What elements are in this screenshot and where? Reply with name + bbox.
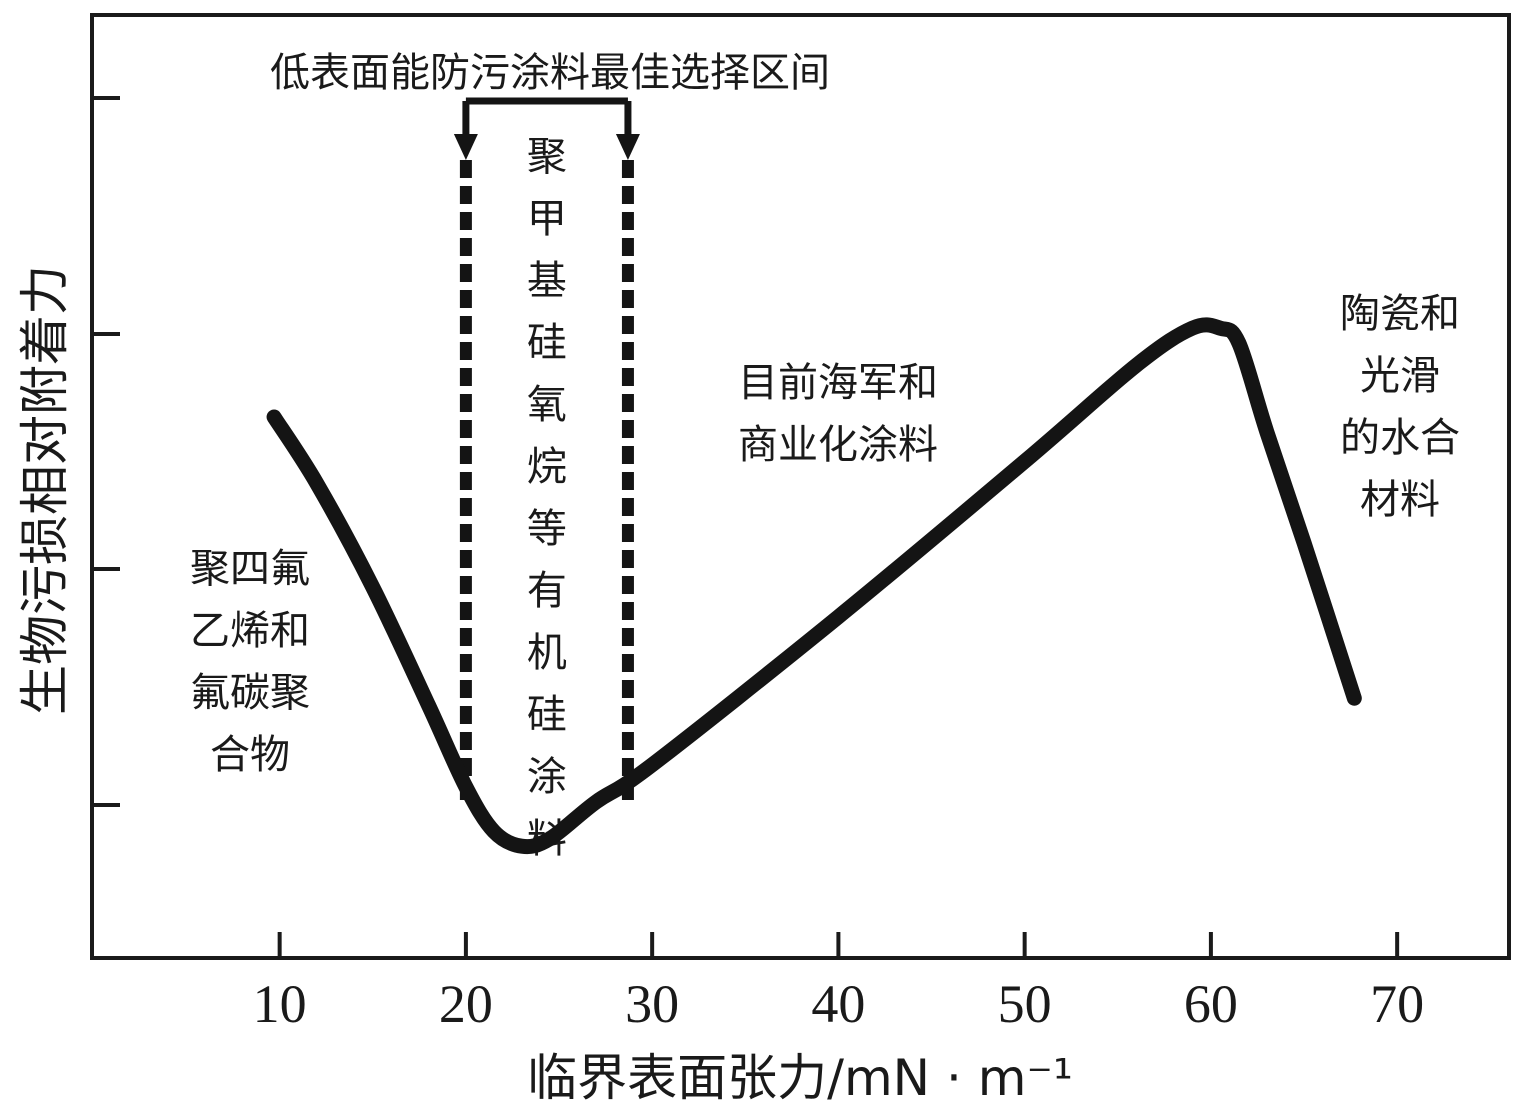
range-inner-char: 硅 <box>527 692 567 738</box>
range-inner-char: 氧 <box>527 382 567 428</box>
range-inner-char: 等 <box>527 506 567 552</box>
range-inner-char: 硅 <box>527 320 567 366</box>
annotation-line: 商业化涂料 <box>738 422 938 468</box>
annotation-line: 的水合 <box>1340 415 1460 461</box>
optimal-range-label: 低表面能防污涂料最佳选择区间 <box>270 50 830 96</box>
range-inner-char: 烷 <box>527 444 567 490</box>
range-inner-char: 基 <box>527 258 567 304</box>
range-inner-char: 机 <box>527 630 567 676</box>
y-axis-ticks <box>92 96 120 807</box>
x-tick-label: 40 <box>811 974 865 1034</box>
x-tick-label: 20 <box>439 974 493 1034</box>
y-axis-label: 生物污损相对附着力 <box>16 265 74 715</box>
x-tick-label: 10 <box>253 974 307 1034</box>
range-arrow-left <box>453 134 478 160</box>
range-inner-char: 涂 <box>527 754 567 800</box>
range-inner-char: 有 <box>527 568 567 614</box>
x-tick-label: 30 <box>625 974 679 1034</box>
annotation-line: 乙烯和 <box>190 608 310 654</box>
adhesion-curve <box>266 317 1362 855</box>
range-arrow-right <box>615 134 640 160</box>
range-inner-char: 聚 <box>527 134 567 180</box>
range-inner-char: 甲 <box>527 196 567 242</box>
x-axis-ticks: 10 20 30 40 50 60 70 <box>253 932 1424 1034</box>
annotation-line: 氟碳聚 <box>190 670 310 716</box>
x-tick-label: 50 <box>998 974 1052 1034</box>
annotation-line: 目前海军和 <box>738 360 938 406</box>
plot-frame <box>90 13 1511 960</box>
annotation-line: 光滑 <box>1360 353 1440 399</box>
x-tick-label: 70 <box>1370 974 1424 1034</box>
annotation-line: 聚四氟 <box>190 546 310 592</box>
x-tick-label: 60 <box>1184 974 1238 1034</box>
x-axis-label: 临界表面张力/mN · m⁻¹ <box>527 1049 1073 1107</box>
annotation-line: 合物 <box>210 732 290 778</box>
annotation-line: 陶瓷和 <box>1340 291 1460 337</box>
annotation-line: 材料 <box>1360 477 1440 523</box>
